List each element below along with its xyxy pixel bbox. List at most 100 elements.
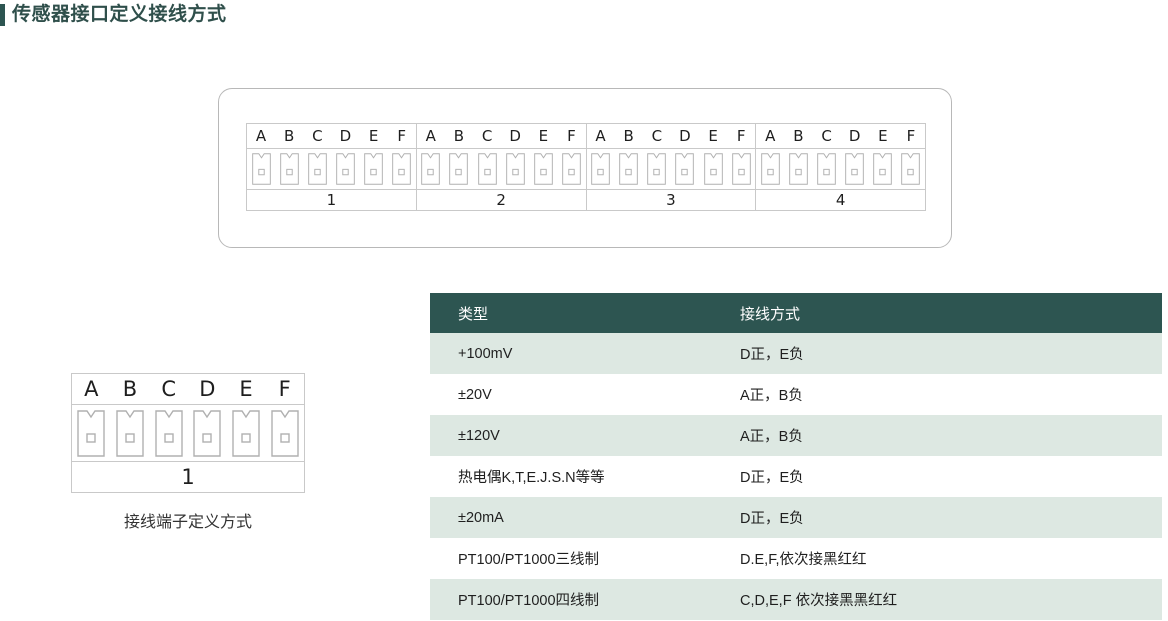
terminal-socket-e (360, 153, 388, 185)
terminal-letter-f: F (567, 127, 576, 145)
terminal-socket-d (501, 153, 529, 185)
cell-wiring: D正，E负 (712, 456, 1162, 497)
terminal-letter-d: D (199, 377, 216, 401)
terminal-socket-d (331, 153, 359, 185)
terminal-socket-a (587, 153, 615, 185)
wiring-table-body: +100mV D正，E负 ±20V A正，B负 ±120V A正，B负 热电偶K,T,E.J… (430, 333, 1162, 620)
cell-type: PT100/PT1000四线制 (430, 579, 712, 620)
table-row: PT100/PT1000四线制 C,D,E,F 依次接黑黑红红 (430, 579, 1162, 620)
cell-wiring: C,D,E,F 依次接黑黑红红 (712, 579, 1162, 620)
terminal-sockets-row (416, 149, 586, 190)
terminal-letter-c: C (651, 127, 663, 145)
terminal-letter-c: C (312, 127, 323, 145)
terminal-sockets-row (586, 149, 756, 190)
wiring-table-head: 类型 接线方式 (430, 293, 1162, 333)
title-accent-bar (0, 4, 5, 26)
terminal-screw-icon (675, 153, 695, 185)
terminal-letter-f: F (736, 127, 746, 145)
cell-wiring: D正，E负 (712, 497, 1162, 538)
terminal-screw-icon (251, 153, 271, 185)
column-header-type: 类型 (430, 293, 712, 333)
terminal-screw-icon (364, 153, 383, 185)
cell-wiring: D.E,F,依次接黑红红 (712, 538, 1162, 579)
terminal-letter-a: A (425, 127, 436, 145)
terminal-screw-icon (703, 153, 723, 185)
terminal-socket-e (529, 153, 557, 185)
terminal-socket-c (473, 153, 501, 185)
terminal-socket-e (227, 409, 266, 457)
cell-type: ±20V (430, 374, 712, 415)
terminal-letter-e: E (368, 127, 379, 145)
connector-group-label: 1 (326, 191, 337, 209)
page-title: 传感器接口定义接线方式 (12, 4, 227, 25)
cell-wiring: A正，B负 (712, 415, 1162, 456)
terminal-screw-icon (647, 153, 667, 185)
terminal-socket-b (275, 153, 303, 185)
terminal-screw-icon (77, 409, 106, 457)
terminal-socket-c (149, 409, 188, 457)
connector-group-label: 4 (835, 191, 846, 209)
terminal-letter-b: B (122, 377, 138, 401)
terminal-screw-icon (449, 153, 469, 185)
connector-group-label: 2 (496, 191, 506, 209)
terminal-socket-d (671, 153, 699, 185)
connector-group-label: 1 (181, 465, 195, 489)
terminal-socket-d (841, 153, 869, 185)
terminal-letter-a: A (84, 377, 99, 401)
table-row: ±20V A正，B负 (430, 374, 1162, 415)
terminal-screw-icon (308, 153, 327, 185)
terminal-letter-a: A (255, 127, 267, 145)
cell-type: 热电偶K,T,E.J.S.N等等 (430, 456, 712, 497)
terminal-socket-b (615, 153, 643, 185)
terminal-socket-b (445, 153, 473, 185)
page-title-block: 传感器接口定义接线方式 (0, 4, 227, 26)
terminal-socket-f (388, 153, 416, 185)
column-header-wiring: 接线方式 (712, 293, 1162, 333)
terminal-screw-icon (534, 153, 553, 185)
terminal-socket-a (756, 153, 784, 185)
terminal-letter-e: E (878, 127, 888, 145)
terminal-screw-icon (421, 153, 441, 185)
terminal-socket-c (303, 153, 331, 185)
table-header-row: 类型 接线方式 (430, 293, 1162, 333)
terminal-screw-icon (270, 409, 299, 457)
terminal-socket-e (869, 153, 897, 185)
table-row: ±20mA D正，E负 (430, 497, 1162, 538)
terminal-letter-d: D (679, 127, 691, 145)
cell-type: +100mV (430, 333, 712, 374)
wiring-table: 类型 接线方式 +100mV D正，E负 ±20V A正，B负 ±120V A正，B负 热电… (430, 293, 1162, 620)
cell-type: ±20mA (430, 497, 712, 538)
terminal-screw-icon (761, 153, 780, 185)
terminal-letter-f: F (906, 127, 916, 145)
terminal-socket-a (247, 153, 275, 185)
terminal-letter-d: D (509, 127, 521, 145)
terminal-socket-e (699, 153, 727, 185)
terminal-letter-a: A (765, 127, 776, 145)
terminal-screw-icon (279, 153, 299, 185)
terminal-sockets-row (756, 149, 925, 190)
terminal-sockets-row (72, 405, 304, 462)
terminal-screw-icon (154, 409, 183, 457)
terminal-socket-c (813, 153, 841, 185)
terminal-socket-d (188, 409, 227, 457)
terminal-screw-icon (505, 153, 525, 185)
terminal-letter-b: B (453, 127, 465, 145)
terminal-letter-c: C (821, 127, 832, 145)
cell-wiring: A正，B负 (712, 374, 1162, 415)
terminal-screw-icon (116, 409, 144, 457)
terminal-letter-d: D (339, 127, 352, 145)
terminal-screw-icon (619, 153, 638, 185)
terminal-letter-a: A (595, 127, 606, 145)
terminal-screw-icon (562, 153, 581, 185)
terminal-letter-b: B (623, 127, 634, 145)
cell-type: PT100/PT1000三线制 (430, 538, 712, 579)
terminal-letter-f: F (278, 377, 291, 401)
